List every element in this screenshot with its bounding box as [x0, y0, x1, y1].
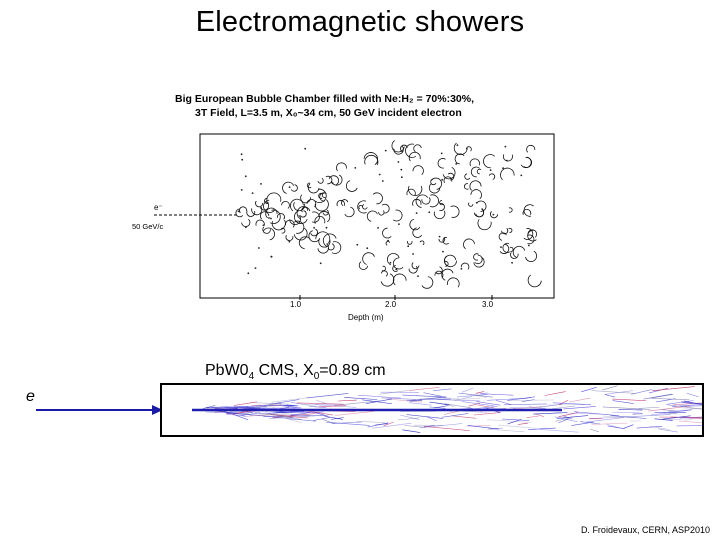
- cms-label-sub: 4: [248, 371, 255, 383]
- beam-label: e⁻: [154, 203, 163, 212]
- depth-tick-1: 1.0: [290, 300, 302, 309]
- electron-label: e: [26, 388, 35, 405]
- page-title: Electromagnetic showers: [195, 6, 525, 38]
- bubble-tracks: [235, 140, 542, 289]
- cms-label-mid: CMS, X: [254, 362, 314, 379]
- bubble-caption-line1: Big European Bubble Chamber filled with …: [175, 93, 474, 105]
- credit-text: D. Froidevaux, CERN, ASP2010: [580, 525, 710, 535]
- cms-figure-label: PbW04 CMS, X0=0.89 cm: [205, 362, 386, 382]
- cms-label-suffix: =0.89 cm: [319, 362, 386, 379]
- depth-axis-label: Depth (m): [348, 313, 384, 322]
- cms-label-sub2: 0: [313, 371, 320, 383]
- cms-shower-figure: [160, 383, 704, 437]
- depth-tick-3: 3.0: [482, 300, 494, 309]
- cms-shower-image: [192, 385, 702, 433]
- bubble-chamber-figure: Big European Bubble Chamber filled with …: [132, 93, 555, 322]
- depth-tick-2: 2.0: [385, 300, 397, 309]
- depth-axis: 1.0 2.0 3.0 Depth (m): [200, 295, 554, 322]
- electron-arrow: [36, 405, 163, 415]
- beam-energy: 50 GeV/c: [132, 222, 164, 231]
- cms-label-prefix: PbW0: [205, 362, 249, 379]
- bubble-caption-line2: 3T Field, L=3.5 m, X₀~34 cm, 50 GeV inci…: [195, 107, 462, 119]
